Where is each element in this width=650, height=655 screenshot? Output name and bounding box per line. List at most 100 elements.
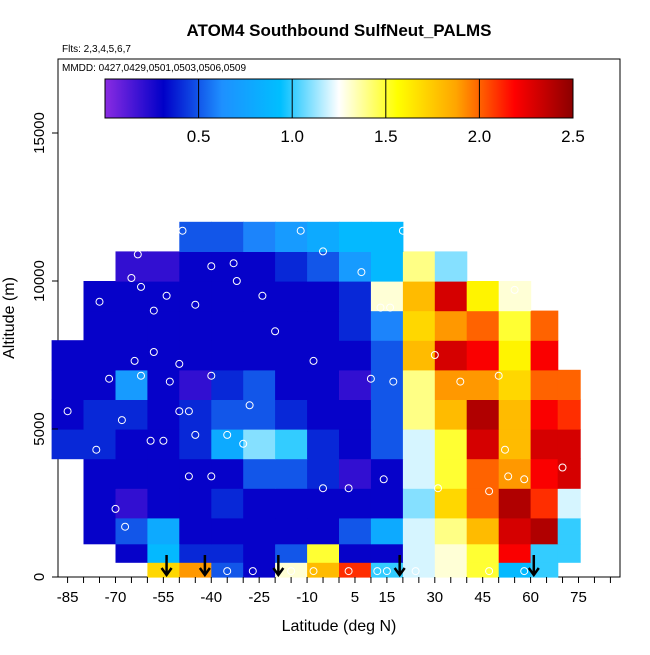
colorbar-bar: [104, 78, 574, 119]
sample-point: [130, 356, 139, 365]
sample-point: [366, 374, 375, 383]
curtain-cell: [179, 369, 212, 400]
curtain-cell: [83, 488, 116, 519]
curtain-cell: [115, 369, 148, 400]
curtain-cell: [211, 562, 244, 578]
y-axis-label: Altitude (m): [1, 277, 18, 359]
sample-point: [520, 567, 529, 576]
curtain-cell: [179, 310, 212, 341]
curtain-cell: [147, 369, 180, 400]
sample-arrow: [393, 555, 406, 578]
curtain-cell: [339, 562, 372, 578]
curtain-cell: [339, 310, 372, 341]
chart-title: ATOM4 Southbound SulfNeut_PALMS: [186, 21, 491, 40]
sample-point: [159, 436, 168, 445]
curtain-cell: [339, 517, 372, 545]
sample-point: [434, 484, 442, 493]
curtain-cell: [402, 488, 436, 519]
curtain-cell: [83, 517, 116, 545]
sample-point: [373, 567, 382, 576]
curtain-cell: [530, 340, 559, 371]
curtain-cell: [466, 310, 500, 341]
curtain-cell: [115, 543, 148, 563]
curtain-cell: [434, 281, 468, 312]
curtain-cell: [466, 543, 500, 563]
curtain-cell: [370, 458, 404, 489]
curtain-cell: [243, 251, 276, 282]
sample-point: [191, 300, 200, 309]
curtain-cell: [434, 543, 468, 563]
curtain-cell: [243, 340, 276, 371]
curtain-cell: [83, 310, 116, 341]
curtain-cell: [243, 281, 276, 312]
sample-point: [271, 327, 280, 336]
sample-point: [175, 359, 184, 368]
curtain-cell: [402, 517, 436, 545]
curtain-cell: [530, 562, 559, 578]
curtain-cell: [434, 340, 468, 371]
curtain-cell: [83, 369, 116, 400]
sample-point: [258, 291, 267, 300]
arrow-head: [160, 567, 173, 578]
curtain-cell: [402, 399, 436, 430]
sample-point: [379, 475, 388, 484]
curtain-cell: [243, 562, 276, 578]
curtain-cell: [115, 340, 148, 371]
sample-arrow: [272, 555, 285, 578]
curtain-cell: [179, 458, 212, 489]
sample-point: [344, 484, 353, 493]
curtain-cell: [115, 251, 148, 282]
curtain-cell: [115, 429, 148, 460]
curtain-cell: [179, 251, 212, 282]
sample-point: [510, 285, 519, 294]
curtain-cell: [275, 251, 308, 282]
curtain-cell: [211, 221, 244, 252]
curtain-cell: [243, 369, 276, 400]
y-tick-label: 15000: [31, 112, 48, 154]
curtain-cell: [275, 340, 308, 371]
sample-point: [162, 291, 171, 300]
x-axis-label: Latitude (deg N): [282, 618, 397, 635]
curtain-cell: [147, 543, 180, 563]
curtain-cell: [339, 543, 372, 563]
curtain-cell: [530, 517, 559, 545]
curtain-cells: [51, 221, 581, 578]
curtain-cell: [402, 310, 436, 341]
sample-point: [430, 351, 439, 359]
curtain-cell: [147, 281, 180, 312]
y-tick-label: 5000: [31, 412, 48, 445]
curtain-cell: [339, 221, 372, 252]
curtain-cell: [498, 429, 532, 460]
curtain-cell: [307, 488, 340, 519]
colorbar-tick-label: 1.0: [280, 127, 304, 146]
sample-point: [411, 567, 420, 576]
curtain-cell: [275, 488, 308, 519]
sample-point: [504, 472, 513, 481]
sample-point: [137, 282, 145, 291]
curtain-cell: [498, 281, 532, 312]
curtain-cell: [179, 488, 212, 519]
curtain-cell: [115, 399, 148, 430]
sample-point: [149, 348, 158, 356]
curtain-cell: [211, 251, 244, 282]
curtain-cell: [179, 399, 212, 430]
curtain-cell: [339, 458, 372, 489]
curtain-cell: [179, 281, 212, 312]
curtain-cell: [434, 251, 468, 282]
sample-point: [207, 472, 216, 481]
sample-point: [456, 377, 465, 386]
x-tick-label: 45: [474, 589, 491, 606]
curtain-cell: [370, 399, 404, 430]
sample-point: [223, 567, 232, 576]
x-tick-label: -85: [57, 589, 79, 606]
curtain-cell: [466, 281, 500, 312]
curtain-cell: [211, 369, 244, 400]
curtain-cell: [557, 517, 581, 545]
curtain-cell: [434, 562, 468, 578]
sample-point: [494, 371, 503, 380]
curtain-cell: [434, 399, 468, 430]
curtain-cell: [498, 562, 532, 578]
curtain-cell: [147, 458, 180, 489]
curtain-cell: [370, 543, 404, 563]
